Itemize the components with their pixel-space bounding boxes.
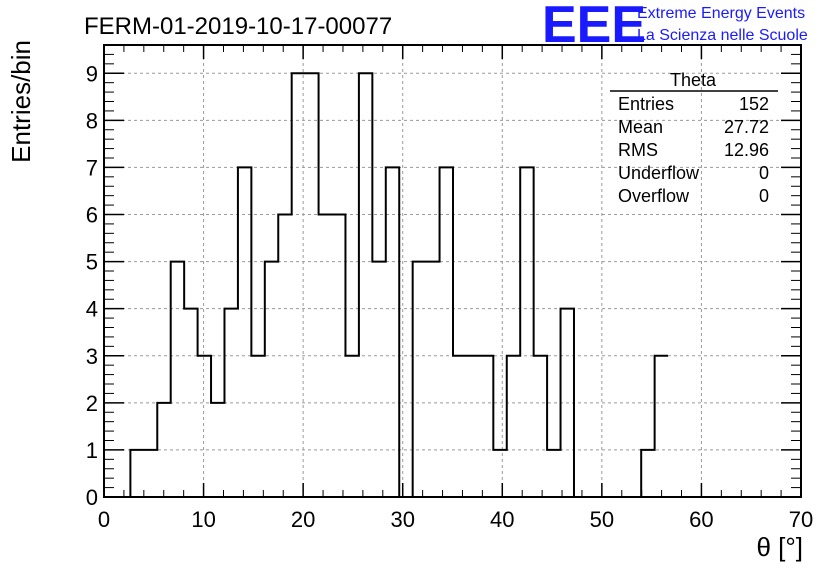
y-tick-label: 2 — [86, 391, 98, 416]
x-tick-label: 10 — [191, 507, 215, 532]
x-tick-labels: 0 10 20 30 40 50 60 70 — [98, 507, 813, 532]
x-tick-label: 50 — [590, 507, 614, 532]
stats-box: Theta Entries 152 Mean 27.72 RMS 12.96 Underfl… — [610, 70, 778, 206]
x-tick-label: 0 — [98, 507, 110, 532]
x-tick-label: 60 — [689, 507, 713, 532]
y-tick-label: 6 — [86, 203, 98, 228]
stats-label: Entries — [618, 94, 674, 114]
y-tick-labels: 0 1 2 3 4 5 6 7 8 9 — [86, 61, 98, 510]
chart-title: FERM-01-2019-10-17-00077 — [84, 13, 392, 40]
y-tick-label: 8 — [86, 108, 98, 133]
stats-name: Theta — [670, 70, 717, 90]
stats-label: Mean — [618, 117, 663, 137]
stats-value: 0 — [759, 163, 769, 183]
stats-rows: Entries 152 Mean 27.72 RMS 12.96 Underflow 0 Ove… — [618, 94, 769, 206]
stats-value: 0 — [759, 186, 769, 206]
stats-label: Underflow — [618, 163, 700, 183]
stats-label: Overflow — [618, 186, 690, 206]
logo-line-2: La Scienza nelle Scuole — [637, 27, 808, 44]
logo-line-1: Extreme Energy Events — [637, 5, 805, 22]
histogram-series — [116, 72, 669, 498]
y-tick-label: 1 — [86, 438, 98, 463]
x-tick-label: 20 — [291, 507, 315, 532]
y-tick-label: 3 — [86, 344, 98, 369]
stats-value: 12.96 — [724, 140, 769, 160]
x-tick-label: 30 — [390, 507, 414, 532]
y-tick-label: 5 — [86, 250, 98, 275]
eee-logo: EEE Extreme Energy Events La Scienza nel… — [542, 0, 808, 54]
y-tick-label: 7 — [86, 155, 98, 180]
y-axis-title: Entries/bin — [6, 40, 36, 163]
stats-label: RMS — [618, 140, 658, 160]
stats-value: 27.72 — [724, 117, 769, 137]
stats-value: 152 — [739, 94, 769, 114]
y-tick-label: 0 — [86, 485, 98, 510]
x-axis-title: θ [°] — [756, 532, 803, 562]
x-tick-label: 70 — [789, 507, 813, 532]
x-tick-label: 40 — [490, 507, 514, 532]
y-tick-label: 4 — [86, 297, 98, 322]
y-tick-label: 9 — [86, 61, 98, 86]
axis-ticks — [103, 44, 802, 498]
